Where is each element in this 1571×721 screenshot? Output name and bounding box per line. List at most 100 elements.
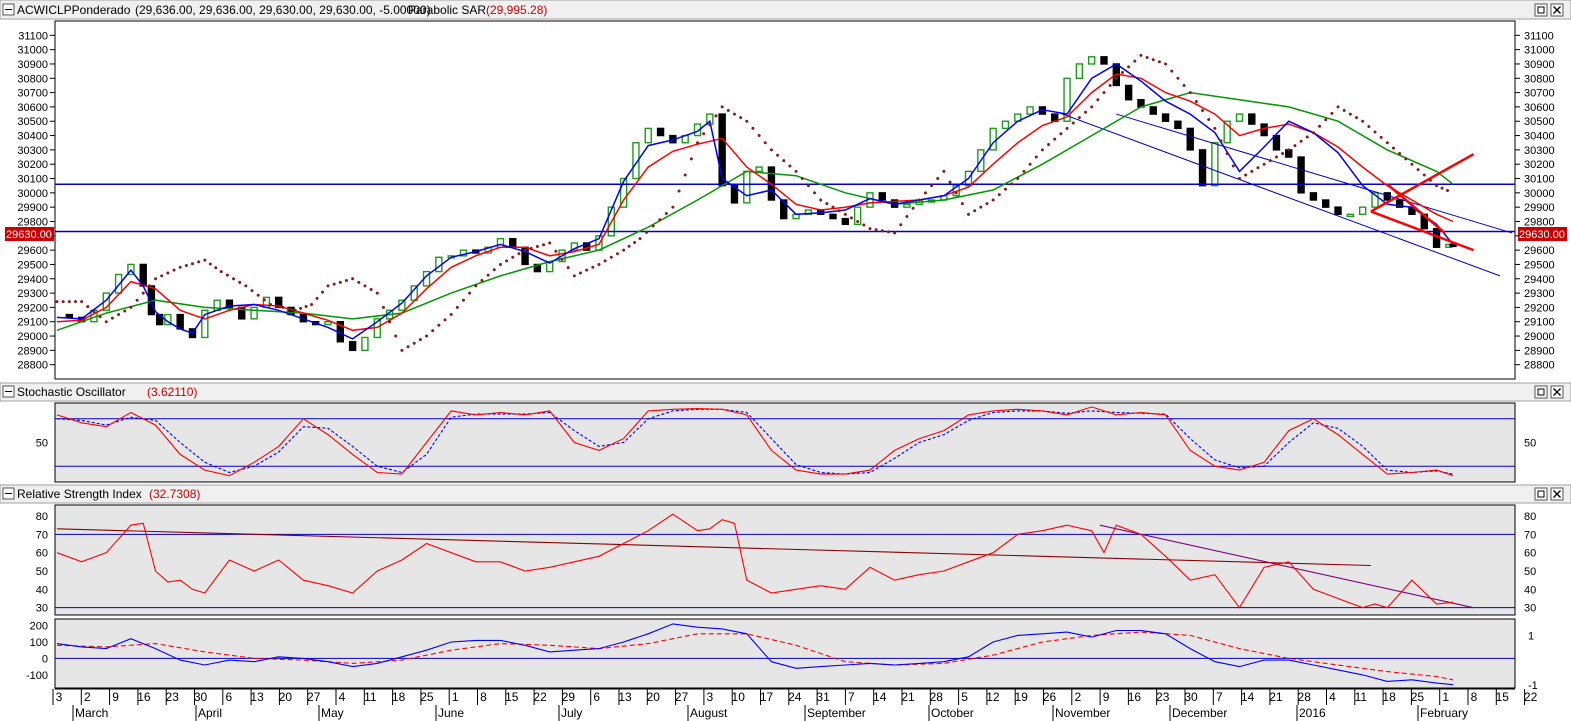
price-bar: [324, 321, 332, 326]
close-icon[interactable]: [1550, 487, 1564, 501]
x-day-tick: 15: [505, 690, 519, 704]
sar-dot: [86, 305, 90, 309]
x-month-label: September: [807, 706, 866, 720]
price-tick-label: 29000: [17, 331, 48, 343]
x-month-label: 2016: [1299, 706, 1326, 720]
sar-dot: [184, 264, 188, 268]
macd-tick-label: -1: [1528, 680, 1538, 692]
sar-dot: [418, 338, 422, 342]
x-month-label: May: [321, 706, 344, 720]
sar-dot: [1318, 124, 1322, 128]
sar-dot: [1219, 139, 1223, 143]
restore-icon[interactable]: [1534, 487, 1548, 501]
price-bar: [1235, 113, 1244, 122]
sar-dot: [1047, 143, 1051, 147]
panel-collapse-icon[interactable]: [2, 3, 15, 16]
sar-dot: [720, 105, 724, 109]
x-day-tick: 6: [593, 690, 600, 704]
sar-dot: [123, 309, 127, 313]
sar-dot: [651, 224, 655, 228]
rsi-tick-label: 40: [1524, 584, 1536, 596]
x-day-tick: 7: [848, 690, 855, 704]
price-bar: [730, 184, 739, 204]
sar-dot: [425, 334, 429, 338]
sar-dot: [548, 241, 552, 245]
rsi-title: Relative Strength Index: [17, 487, 142, 501]
price-tick-label: 30600: [17, 102, 48, 114]
x-day-tick: 2: [84, 690, 91, 704]
sar-dot: [1391, 146, 1395, 150]
price-panel-header: [0, 0, 1571, 20]
sar-dot: [304, 304, 308, 308]
rsi-tick-label: 60: [1524, 548, 1536, 560]
sar-dot: [763, 141, 767, 145]
x-day-tick: 21: [1269, 690, 1283, 704]
price-bar: [607, 206, 615, 237]
restore-icon[interactable]: [1534, 3, 1548, 17]
sar-dot: [1164, 62, 1168, 66]
x-day-tick: 27: [675, 690, 689, 704]
sar-dot: [480, 279, 484, 283]
moving-average-slow: [56, 91, 1454, 332]
sar-dot: [769, 148, 773, 152]
x-day-tick: 21: [901, 690, 915, 704]
x-day-tick: 11: [364, 690, 377, 704]
price-tick-label: 30500: [1524, 116, 1555, 128]
sar-dot: [1268, 159, 1272, 163]
sar-dot: [98, 315, 102, 319]
price-tick-label: 28900: [17, 345, 48, 357]
rsi-tick-label: 30: [36, 603, 48, 615]
close-icon[interactable]: [1550, 3, 1564, 17]
sar-dot: [893, 231, 897, 235]
sar-dot: [1225, 151, 1229, 155]
price-tick-label: 30600: [1524, 102, 1555, 114]
stochastic-tick-label: 50: [1524, 438, 1536, 450]
restore-icon[interactable]: [1534, 385, 1548, 399]
price-tick-label: 30400: [1524, 131, 1555, 143]
sar-dot: [542, 243, 546, 247]
rsi-header: [0, 484, 1571, 504]
sar-dot: [1373, 130, 1377, 134]
sar-dot: [1256, 166, 1260, 170]
sar-dot: [1237, 177, 1241, 181]
sar-dot: [1170, 69, 1174, 73]
sar-dot: [326, 284, 330, 288]
x-day-tick: 24: [788, 690, 802, 704]
sar-dot: [1053, 137, 1057, 141]
x-day-tick: 25: [1411, 690, 1425, 704]
x-day-tick: 14: [873, 690, 887, 704]
rsi-trend-lower: [1099, 524, 1474, 609]
x-month-label: July: [561, 706, 582, 720]
sar-dot: [505, 259, 509, 263]
sar-dot: [732, 112, 736, 116]
price-tick-label: 30700: [17, 88, 48, 100]
panel-collapse-icon[interactable]: [2, 385, 15, 398]
x-month-label: February: [1420, 706, 1468, 720]
sar-dot: [1250, 169, 1254, 173]
sar-dot: [344, 279, 348, 283]
panel-collapse-icon[interactable]: [2, 487, 15, 500]
sar-dot: [572, 274, 576, 278]
price-bar: [225, 299, 234, 309]
price-tick-label: 30300: [17, 145, 48, 157]
rsi-tick-label: 30: [1524, 603, 1536, 615]
price-tick-label: 30000: [17, 188, 48, 200]
sar-dot: [1028, 162, 1032, 166]
sar-dot: [1040, 148, 1044, 152]
current-price-tag-right: 29630.00: [1518, 227, 1567, 241]
price-bar: [1248, 113, 1256, 125]
price-symbol: ACWICLPPonderado: [17, 3, 131, 17]
price-tick-label: 29300: [17, 288, 48, 300]
close-icon[interactable]: [1550, 385, 1564, 399]
price-tick-label: 29800: [1524, 216, 1555, 228]
x-day-tick: 1: [452, 690, 459, 704]
sar-dot: [1398, 151, 1402, 155]
price-tick-label: 30100: [1524, 174, 1555, 186]
rsi-trend-upper: [56, 528, 1371, 567]
price-bar: [1124, 84, 1133, 101]
sar-dot: [498, 262, 502, 266]
sar-dot: [702, 132, 706, 136]
price-tick-label: 28900: [1524, 345, 1555, 357]
sar-dot: [1065, 126, 1069, 130]
sar-dot: [293, 308, 297, 312]
